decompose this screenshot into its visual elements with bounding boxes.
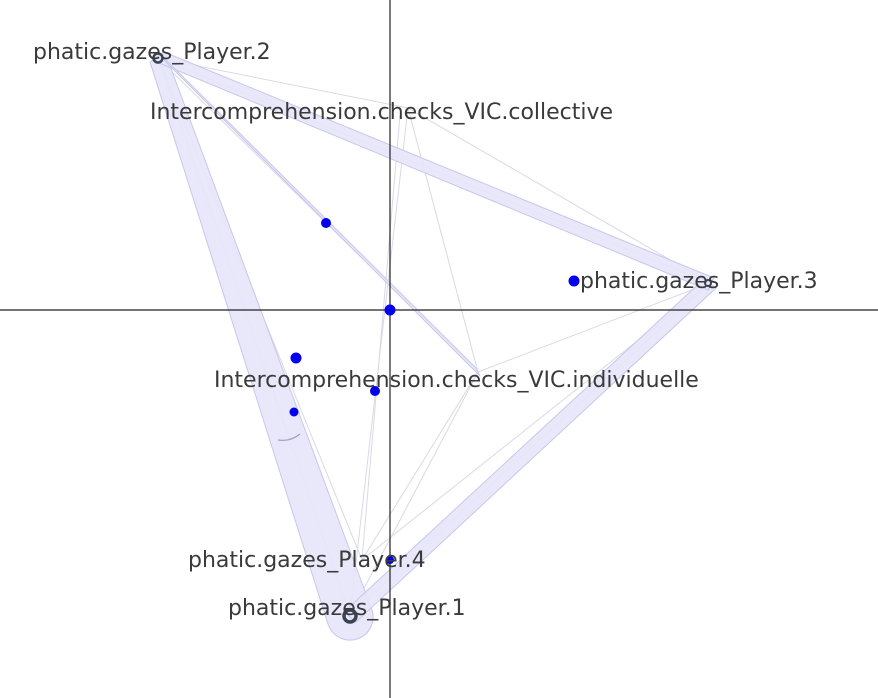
point-3 (568, 275, 580, 287)
edge-collective-p4 (361, 114, 401, 561)
label-player-4: phatic.gazes_Player.4 (188, 548, 426, 573)
point-5 (370, 386, 380, 396)
edge-p2-individuelle-thick (159, 53, 481, 377)
point-4 (290, 352, 302, 364)
point-6 (289, 407, 299, 417)
edge-p3-individuelle (477, 282, 711, 373)
self-loop-arc (277, 433, 301, 441)
node-ring-player-2 (152, 52, 164, 64)
edge-collective-p3 (407, 107, 711, 284)
node-labels: phatic.gazes_Player.2 Intercomprehension… (33, 40, 818, 621)
blue-points (289, 218, 580, 564)
edge-individuelle-p4 (361, 371, 479, 561)
node-markers (152, 52, 712, 624)
point-2 (384, 304, 396, 316)
edge-p2-p1-thick (149, 54, 374, 641)
label-collective: Intercomprehension.checks_VIC.collective (150, 100, 613, 125)
thick-edges (149, 51, 717, 641)
label-player-1: phatic.gazes_Player.1 (228, 596, 466, 621)
label-player-2: phatic.gazes_Player.2 (33, 40, 271, 65)
edge-p1-p3-thick (343, 278, 717, 623)
node-ring-player-3 (704, 279, 712, 287)
node-ring-player-1 (342, 608, 358, 624)
point-1 (321, 218, 331, 228)
edge-collective-individuelle (407, 107, 479, 373)
label-player-3: phatic.gazes_Player.3 (580, 269, 818, 294)
edge-individuelle-p1 (349, 371, 479, 616)
label-individuelle: Intercomprehension.checks_VIC.individuel… (214, 368, 699, 393)
point-7 (386, 556, 394, 564)
